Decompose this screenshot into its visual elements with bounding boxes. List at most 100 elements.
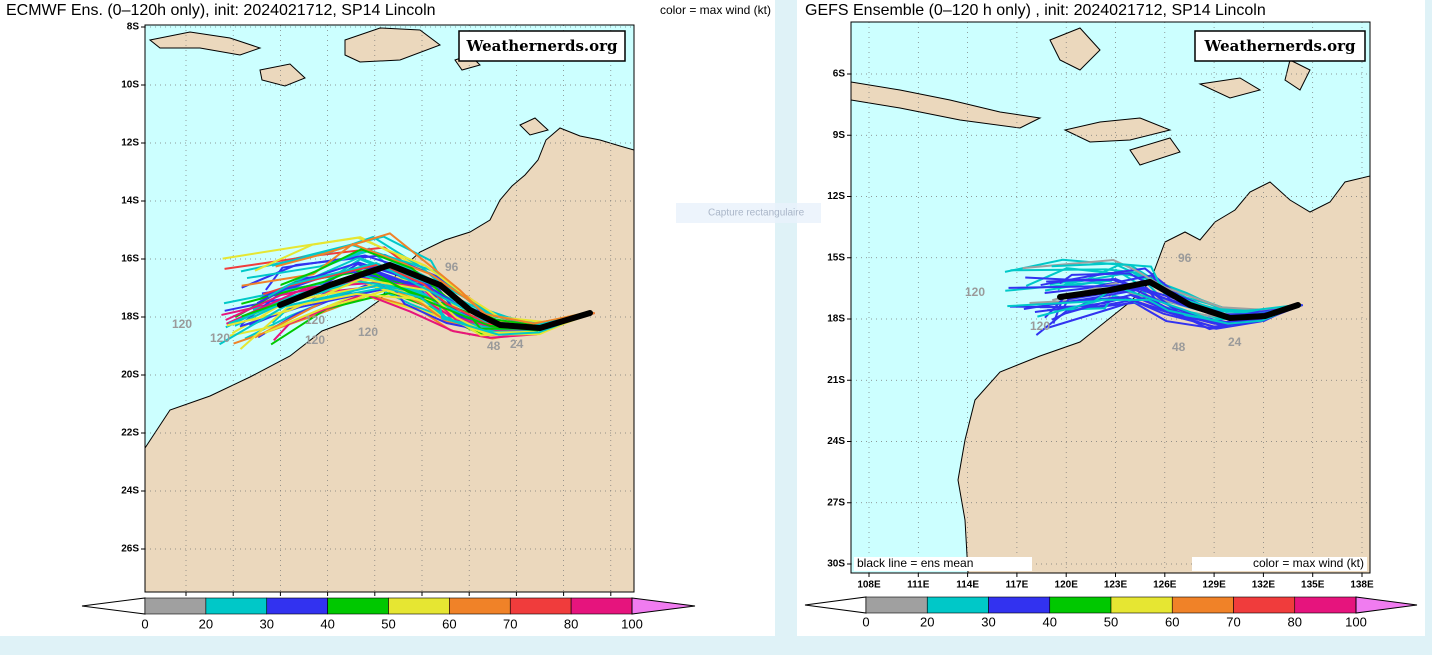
map-title: ECMWF Ens. (0–120h only), init: 20240217… bbox=[6, 2, 436, 19]
colorbar-label: 50 bbox=[381, 616, 395, 631]
lat-label: 26S bbox=[121, 544, 139, 555]
island bbox=[148, 31, 262, 56]
watermark: Weathernerds.org bbox=[465, 37, 618, 55]
lat-label: 24S bbox=[827, 436, 845, 447]
note-box bbox=[1192, 557, 1367, 571]
colorbar-label: 40 bbox=[320, 616, 334, 631]
watermark-box bbox=[1194, 30, 1366, 62]
colorbar-box bbox=[1233, 596, 1296, 614]
map-frame bbox=[850, 21, 1371, 574]
lat-label: 30S bbox=[827, 559, 845, 570]
colorbar-label: 50 bbox=[1104, 614, 1118, 629]
track-label: 96 bbox=[445, 260, 459, 274]
land bbox=[957, 175, 1370, 573]
colorbar-label: 70 bbox=[1226, 614, 1240, 629]
lat-label: 22S bbox=[121, 428, 139, 439]
track-label: 120 bbox=[1030, 319, 1050, 333]
island bbox=[259, 63, 306, 87]
track-label: 96 bbox=[1178, 251, 1192, 265]
lat-label: 27S bbox=[827, 497, 845, 508]
overlay-text: Capture rectangulaire bbox=[708, 208, 805, 219]
island bbox=[1063, 117, 1172, 143]
colorbar-box bbox=[509, 597, 572, 615]
member-track bbox=[1051, 262, 1298, 314]
lat-label: 18S bbox=[827, 314, 845, 325]
lat-label: 10S bbox=[121, 80, 139, 91]
island bbox=[344, 27, 442, 63]
mean-note: black line = ens mean bbox=[857, 556, 973, 570]
island bbox=[1198, 77, 1262, 99]
colorbar-box bbox=[205, 597, 268, 615]
colorbar-label: 0 bbox=[862, 614, 869, 629]
lon-label: 135E bbox=[1301, 580, 1325, 591]
island bbox=[1049, 27, 1101, 71]
colorbar-label: 80 bbox=[564, 616, 578, 631]
colorbar-label: 30 bbox=[260, 616, 274, 631]
colorbar-label: 20 bbox=[199, 616, 213, 631]
lat-label: 15S bbox=[827, 252, 845, 263]
lat-label: 16S bbox=[121, 254, 139, 265]
colorbar-box bbox=[570, 597, 633, 615]
lon-label: 117E bbox=[1005, 580, 1028, 591]
track-label: 120 bbox=[210, 331, 230, 345]
colorbar-arrow bbox=[631, 597, 696, 615]
colorbar-box bbox=[1049, 596, 1112, 614]
colorbar-box bbox=[1171, 596, 1234, 614]
track-label: 120 bbox=[172, 317, 192, 331]
overlay-box bbox=[676, 203, 821, 223]
colorbar-label: 100 bbox=[1345, 614, 1367, 629]
lon-label: 120E bbox=[1055, 580, 1079, 591]
colorbar-label: 70 bbox=[503, 616, 517, 631]
note-box bbox=[854, 557, 1032, 571]
legend-note: color = max wind (kt) bbox=[660, 3, 771, 17]
lon-label: 129E bbox=[1202, 580, 1226, 591]
lat-label: 12S bbox=[827, 191, 845, 202]
island bbox=[519, 117, 549, 136]
member-track bbox=[275, 232, 595, 325]
lon-label: 111E bbox=[907, 580, 930, 591]
member-track bbox=[1037, 298, 1299, 325]
track-label: 120 bbox=[305, 313, 325, 327]
legend-note: color = max wind (kt) bbox=[1253, 556, 1364, 570]
member-track bbox=[219, 284, 590, 346]
colorbar-box bbox=[388, 597, 450, 615]
map-frame bbox=[144, 24, 635, 593]
track-label: 120 bbox=[305, 333, 325, 347]
lat-label: 18S bbox=[121, 312, 139, 323]
colorbar-box bbox=[988, 596, 1051, 614]
track-label: 120 bbox=[965, 285, 985, 299]
colorbar-box bbox=[865, 596, 928, 614]
lat-label: 9S bbox=[833, 130, 846, 141]
track-label: 48 bbox=[1172, 340, 1186, 354]
colorbar-label: 0 bbox=[141, 616, 148, 631]
mean-track bbox=[1057, 279, 1301, 321]
map: 120 120 120 120 120 48 24 96 bbox=[145, 25, 634, 592]
lat-label: 8S bbox=[127, 22, 140, 33]
map-title: GEFS Ensemble (0–120 h only) , init: 202… bbox=[805, 2, 1266, 19]
colorbar-label: 60 bbox=[442, 616, 456, 631]
colorbar-label: 30 bbox=[981, 614, 995, 629]
lon-label: 126E bbox=[1153, 580, 1177, 591]
track-label: 24 bbox=[510, 337, 524, 351]
member-track bbox=[226, 277, 592, 334]
colorbar-label: 100 bbox=[621, 616, 643, 631]
lat-label: 24S bbox=[121, 486, 139, 497]
lon-label: 123E bbox=[1104, 580, 1128, 591]
track-label: 24 bbox=[1228, 335, 1242, 349]
mean-track bbox=[277, 262, 593, 331]
colorbar-box bbox=[144, 597, 207, 615]
colorbar-box bbox=[327, 597, 389, 615]
colorbar-label: 80 bbox=[1288, 614, 1302, 629]
watermark-box bbox=[458, 30, 626, 62]
island bbox=[1129, 137, 1181, 166]
track-label: 120 bbox=[358, 325, 378, 339]
colorbar-box bbox=[926, 596, 989, 614]
lat-label: 6S bbox=[833, 69, 846, 80]
land bbox=[145, 127, 634, 592]
lon-label: 132E bbox=[1252, 580, 1276, 591]
colorbar-label: 60 bbox=[1165, 614, 1179, 629]
colorbar-box bbox=[266, 597, 328, 615]
lat-label: 21S bbox=[827, 375, 845, 386]
colorbar-box bbox=[1110, 596, 1173, 614]
